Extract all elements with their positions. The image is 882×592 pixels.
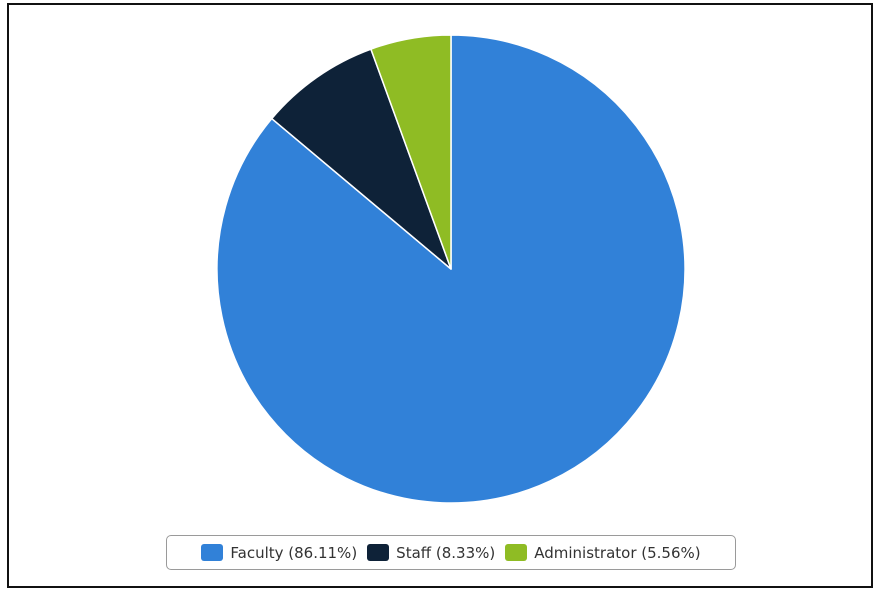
chart-legend: Faculty (86.11%) Staff (8.33%) Administr… xyxy=(166,535,736,570)
pie-slices xyxy=(216,34,686,504)
legend-swatch-faculty xyxy=(201,544,224,561)
legend-item-faculty[interactable]: Faculty (86.11%) xyxy=(201,544,357,562)
pie-slice-administrator[interactable] xyxy=(370,34,452,270)
pie-slice-staff[interactable] xyxy=(270,48,452,270)
legend-swatch-administrator xyxy=(505,544,528,561)
legend-label-administrator: Administrator (5.56%) xyxy=(534,543,701,562)
legend-item-administrator[interactable]: Administrator (5.56%) xyxy=(505,543,701,562)
legend-item-staff[interactable]: Staff (8.33%) xyxy=(367,544,495,562)
legend-label-faculty: Faculty (86.11%) xyxy=(230,543,358,562)
legend-swatch-staff xyxy=(367,544,390,561)
legend-label-staff: Staff (8.33%) xyxy=(396,543,496,562)
